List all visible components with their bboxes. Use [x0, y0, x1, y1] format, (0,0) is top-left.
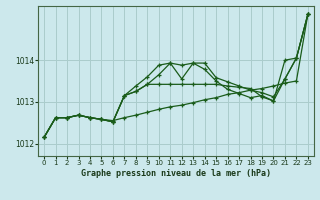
X-axis label: Graphe pression niveau de la mer (hPa): Graphe pression niveau de la mer (hPa) — [81, 169, 271, 178]
